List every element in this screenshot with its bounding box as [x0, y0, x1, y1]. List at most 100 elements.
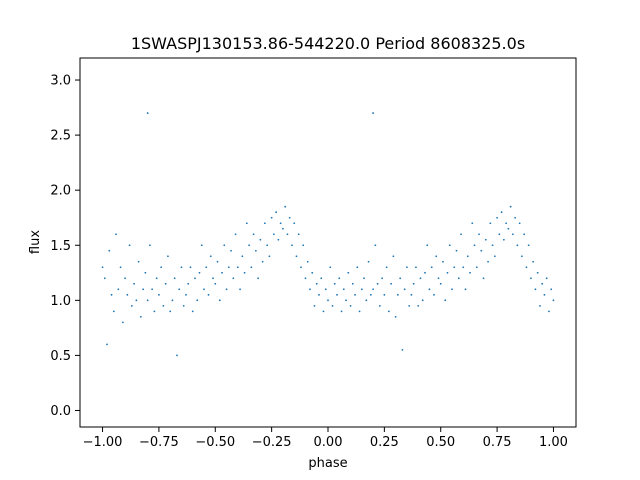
data-point	[158, 293, 160, 296]
data-point	[376, 282, 379, 285]
data-point	[320, 277, 323, 280]
data-point	[412, 282, 415, 285]
data-point	[218, 299, 221, 302]
data-point	[523, 233, 526, 236]
data-point	[146, 112, 149, 114]
data-point	[291, 244, 293, 247]
data-point	[106, 343, 108, 346]
data-point	[507, 227, 510, 230]
x-tick-label: −0.25	[252, 435, 292, 450]
data-point	[169, 310, 172, 313]
data-point	[279, 222, 282, 225]
y-tick-label: 1.0	[50, 294, 71, 309]
data-point	[360, 288, 363, 291]
data-point	[396, 293, 399, 296]
data-point	[543, 293, 546, 296]
data-point	[493, 255, 496, 258]
data-point	[548, 310, 550, 313]
data-point	[514, 216, 517, 219]
data-point	[498, 233, 501, 236]
data-point	[428, 288, 431, 291]
data-point	[270, 216, 273, 219]
data-point	[435, 255, 438, 258]
x-tick-label: −0.75	[139, 435, 179, 450]
data-point	[126, 293, 129, 296]
data-point	[387, 310, 390, 313]
data-point	[327, 299, 329, 302]
data-point	[130, 304, 133, 307]
data-point	[509, 205, 512, 208]
data-point	[491, 244, 494, 247]
data-point	[541, 282, 544, 285]
data-point	[239, 288, 241, 291]
data-point	[478, 233, 480, 236]
data-point	[484, 238, 487, 241]
data-point	[356, 266, 359, 269]
data-point	[139, 315, 142, 318]
data-point	[500, 211, 503, 214]
data-point	[293, 222, 296, 225]
data-point	[286, 233, 289, 236]
data-point	[205, 266, 208, 269]
x-tick-label: −1.00	[83, 435, 123, 450]
data-point	[282, 227, 284, 230]
data-point	[473, 244, 476, 247]
chart-title: 1SWASPJ130153.86-544220.0 Period 8608325…	[131, 34, 525, 53]
data-point	[489, 222, 492, 225]
data-point	[331, 304, 334, 307]
data-point	[153, 310, 156, 313]
data-point	[101, 266, 104, 269]
data-point	[534, 288, 537, 291]
data-point	[121, 321, 124, 324]
data-point	[148, 244, 151, 247]
data-point	[401, 349, 404, 351]
data-point	[275, 211, 278, 214]
data-point	[372, 288, 374, 291]
data-point	[221, 271, 223, 274]
data-point	[448, 244, 451, 247]
data-point	[318, 293, 320, 296]
x-tick-label: −0.50	[195, 435, 235, 450]
data-point	[451, 288, 453, 291]
data-point	[475, 266, 478, 269]
data-point	[146, 299, 149, 302]
data-point	[385, 266, 388, 269]
data-point	[342, 288, 345, 291]
data-point	[408, 304, 411, 307]
data-point	[390, 282, 393, 285]
data-point	[419, 277, 422, 280]
data-point	[288, 216, 291, 219]
data-point	[203, 288, 205, 291]
data-point	[313, 304, 316, 307]
data-point	[410, 293, 413, 296]
data-point	[394, 315, 397, 318]
data-point	[417, 304, 420, 307]
data-point	[516, 244, 519, 247]
data-point	[248, 244, 250, 247]
plot-area-frame	[79, 57, 577, 428]
data-point	[103, 277, 106, 280]
data-point	[430, 266, 433, 269]
data-point	[536, 271, 539, 274]
data-point	[142, 288, 145, 291]
data-point	[399, 277, 402, 280]
data-point	[462, 266, 465, 269]
data-point	[487, 260, 489, 263]
data-point	[336, 293, 338, 296]
data-point	[457, 277, 460, 280]
y-tick-label: 1.5	[50, 239, 71, 254]
data-point	[374, 244, 377, 247]
data-point	[250, 266, 253, 269]
data-point	[340, 310, 343, 313]
data-point	[369, 293, 372, 296]
data-point	[324, 288, 327, 291]
y-tick-label: 0.0	[50, 404, 71, 419]
data-point	[257, 277, 260, 280]
data-point	[230, 249, 232, 252]
data-point	[304, 277, 307, 280]
x-axis-label: phase	[308, 456, 347, 471]
data-point	[381, 277, 384, 280]
data-point	[209, 255, 212, 258]
data-point	[243, 271, 246, 274]
